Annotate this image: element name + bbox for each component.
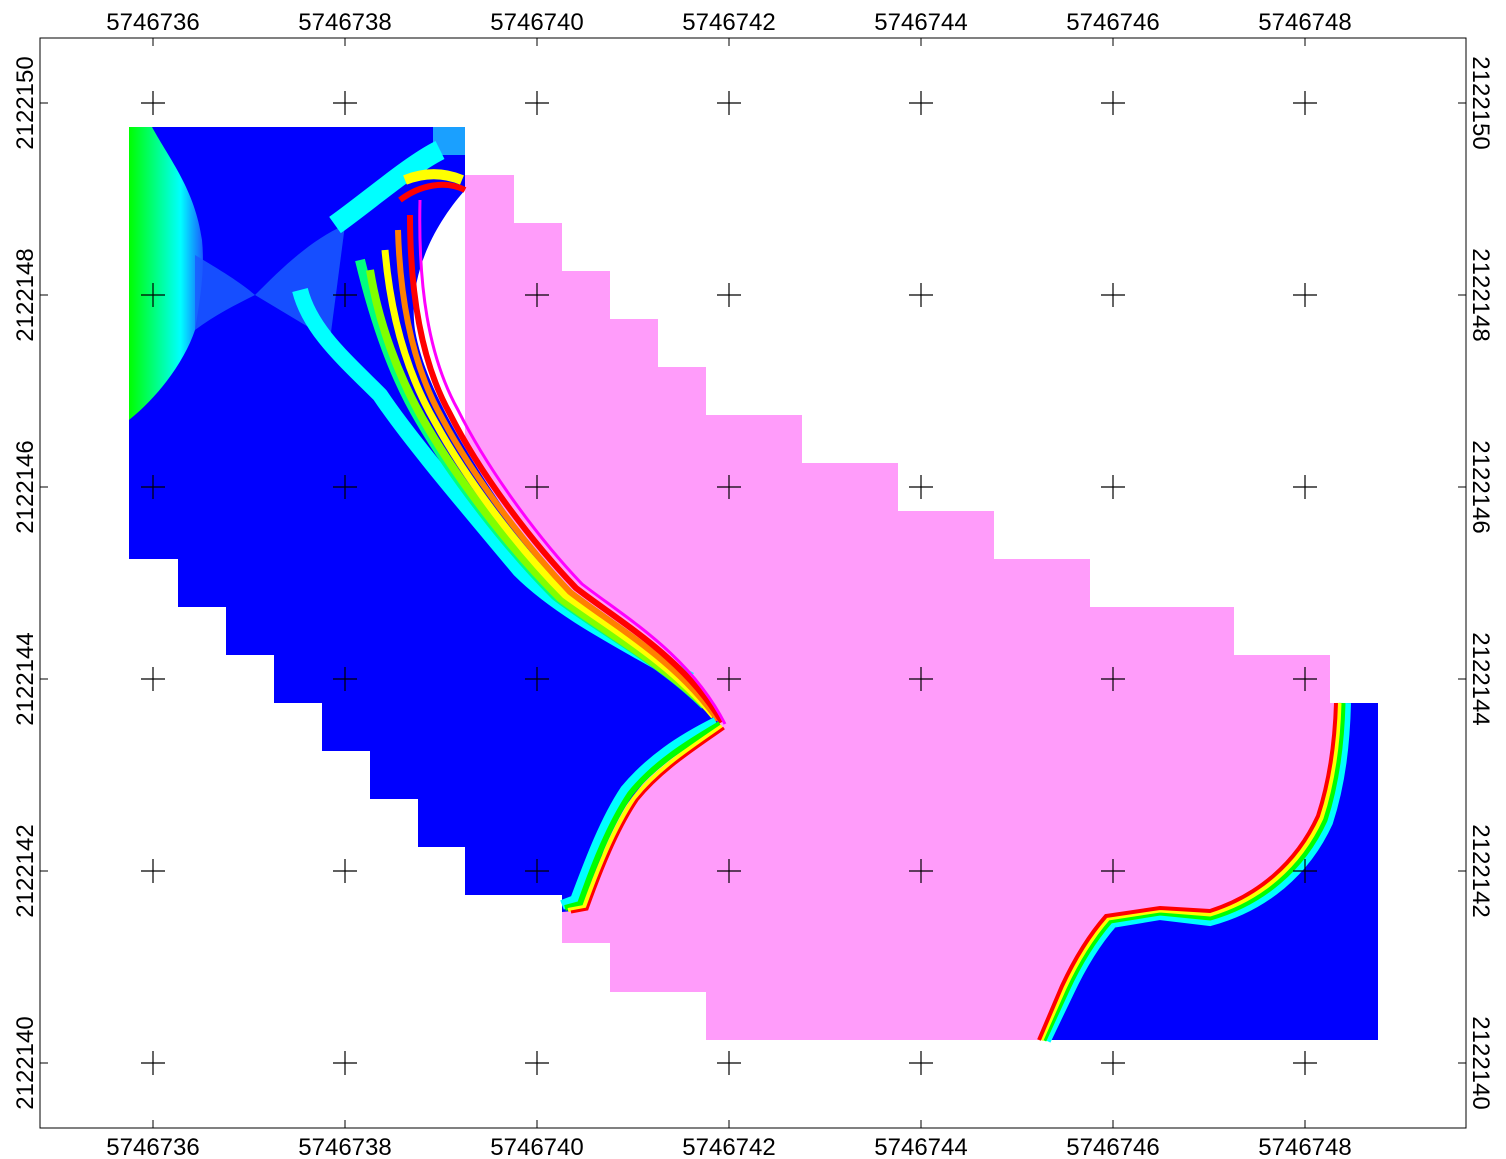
y-tick-label-left: 2122146 xyxy=(12,440,39,533)
x-tick-label-bottom: 5746738 xyxy=(298,1134,391,1159)
shallow-zone-left xyxy=(129,127,203,420)
y-tick-label-left: 2122148 xyxy=(12,248,39,341)
water-lower-right xyxy=(1044,703,1378,1040)
y-tick-label-left: 2122142 xyxy=(12,824,39,917)
y-tick-label-left: 2122144 xyxy=(12,632,39,725)
y-tick-label-right: 2122144 xyxy=(1467,632,1494,725)
land-region xyxy=(465,175,1378,1040)
x-tick-label-top: 5746748 xyxy=(1258,9,1351,36)
map-frame xyxy=(39,37,1467,1129)
x-tick-label-top: 5746744 xyxy=(874,9,967,36)
axis-tick-layer xyxy=(40,38,1466,1128)
y-tick-label-left: 2122140 xyxy=(12,1016,39,1109)
x-tick-label-bottom: 5746744 xyxy=(874,1134,967,1159)
shoreline-band-middle xyxy=(560,717,725,914)
x-tick-label-top: 5746738 xyxy=(298,9,391,36)
shoreline-band-upper xyxy=(292,141,727,725)
axis-label-layer: 5746736 5746736 5746738 5746738 5746740 57467… xyxy=(12,9,1494,1159)
shoreline-band-lower-right xyxy=(1037,702,1351,1043)
grid-cross-layer xyxy=(141,91,1317,1075)
x-tick-label-top: 5746746 xyxy=(1066,9,1159,36)
x-tick-label-bottom: 5746748 xyxy=(1258,1134,1351,1159)
x-tick-label-bottom: 5746736 xyxy=(106,1134,199,1159)
shallow-zone-x-right xyxy=(255,225,345,340)
x-tick-label-bottom: 5746740 xyxy=(490,1134,583,1159)
x-tick-label-top: 5746736 xyxy=(106,9,199,36)
x-tick-label-top: 5746740 xyxy=(490,9,583,36)
y-tick-label-right: 2122148 xyxy=(1467,248,1494,341)
y-tick-label-right: 2122142 xyxy=(1467,824,1494,917)
y-tick-label-right: 2122150 xyxy=(1467,56,1494,149)
shallow-zone-x xyxy=(195,255,255,330)
x-tick-label-bottom: 5746742 xyxy=(682,1134,775,1159)
y-tick-label-right: 2122146 xyxy=(1467,440,1494,533)
x-tick-label-bottom: 5746746 xyxy=(1066,1134,1159,1159)
y-tick-label-right: 2122140 xyxy=(1467,1016,1494,1109)
y-tick-label-left: 2122150 xyxy=(12,56,39,149)
water-upper-left xyxy=(129,127,718,912)
x-tick-label-top: 5746742 xyxy=(682,9,775,36)
